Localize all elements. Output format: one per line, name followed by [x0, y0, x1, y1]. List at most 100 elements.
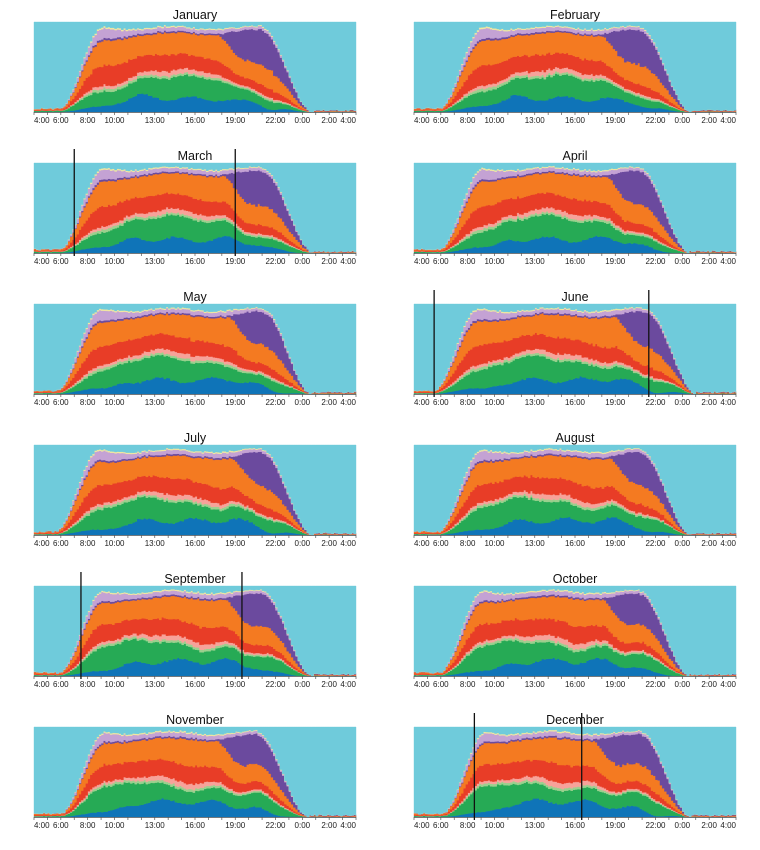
- x-tick-label: 22:00: [645, 539, 666, 548]
- x-tick-label: 2:00: [321, 257, 337, 266]
- cyan-layer: [413, 21, 737, 113]
- cyan-layer: [33, 444, 357, 536]
- x-tick-label: 4:00: [34, 539, 50, 548]
- x-tick-label: 13:00: [525, 398, 546, 407]
- panel-title: October: [552, 572, 598, 586]
- panel-title: August: [555, 431, 595, 445]
- x-tick-label: 13:00: [145, 116, 166, 125]
- x-tick-label: 19:00: [605, 680, 626, 689]
- x-tick-label: 8:00: [460, 257, 476, 266]
- x-tick-label: 10:00: [484, 680, 505, 689]
- x-tick-label: 2:00: [321, 821, 337, 830]
- x-tick-label: 22:00: [265, 398, 286, 407]
- x-tick-label: 0:00: [675, 257, 691, 266]
- x-tick-label: 0:00: [295, 821, 311, 830]
- x-tick-label: 16:00: [185, 116, 206, 125]
- panel-title: June: [561, 290, 589, 304]
- x-tick-label: 4:00: [414, 539, 430, 548]
- month-panel: April 4:00 6:00 8:00 10:00 13:00 16:00 19:00 22:…: [413, 149, 754, 285]
- x-tick-label: 22:00: [265, 680, 286, 689]
- x-tick-label: 6:00: [53, 116, 69, 125]
- x-tick-label: 16:00: [565, 116, 586, 125]
- x-tick-label: 16:00: [185, 821, 206, 830]
- x-tick-label: 6:00: [53, 680, 69, 689]
- x-tick-label: 19:00: [225, 116, 246, 125]
- x-tick-label: 4:00: [414, 257, 430, 266]
- x-tick-label: 8:00: [80, 539, 96, 548]
- x-tick-label: 6:00: [433, 680, 449, 689]
- x-tick-label: 10:00: [104, 821, 125, 830]
- x-tick-label: 2:00: [321, 539, 337, 548]
- x-tick-label: 22:00: [645, 116, 666, 125]
- x-tick-label: 4:00: [34, 257, 50, 266]
- x-tick-label: 6:00: [433, 257, 449, 266]
- panel-title: March: [177, 149, 213, 163]
- x-tick-label: 4:00: [720, 680, 736, 689]
- x-tick-label: 4:00: [340, 398, 356, 407]
- month-panel: August 4:00 6:00 8:00 10:00 13:00 16:00 19:00 22…: [413, 431, 754, 567]
- x-tick-label: 10:00: [104, 680, 125, 689]
- x-tick-label: 4:00: [720, 257, 736, 266]
- x-tick-label: 4:00: [340, 539, 356, 548]
- panel-title: July: [183, 431, 207, 445]
- x-tick-label: 4:00: [414, 680, 430, 689]
- x-tick-label: 0:00: [295, 116, 311, 125]
- panel-title: February: [549, 8, 601, 22]
- x-tick-label: 16:00: [185, 680, 206, 689]
- month-panel: October 4:00 6:00 8:00 10:00 13:00 16:00 19:00 2…: [413, 572, 754, 708]
- cyan-layer: [33, 162, 357, 253]
- panel-title: January: [172, 8, 218, 22]
- x-tick-label: 13:00: [525, 680, 546, 689]
- x-tick-label: 2:00: [321, 680, 337, 689]
- stacked-area-chart: 4:00 6:00 8:00 10:00 13:00 16:00 19:00 22:00 0:0…: [33, 726, 357, 830]
- x-tick-label: 19:00: [225, 821, 246, 830]
- x-tick-label: 10:00: [484, 257, 505, 266]
- x-tick-label: 19:00: [225, 398, 246, 407]
- x-tick-label: 0:00: [675, 116, 691, 125]
- x-tick-label: 0:00: [295, 257, 311, 266]
- x-tick-label: 8:00: [80, 398, 96, 407]
- cyan-layer: [33, 303, 357, 395]
- x-tick-label: 6:00: [433, 821, 449, 830]
- stacked-area-chart: 4:00 6:00 8:00 10:00 13:00 16:00 19:00 22:00 0:0…: [33, 303, 357, 407]
- x-tick-label: 6:00: [53, 539, 69, 548]
- x-tick-label: 13:00: [145, 257, 166, 266]
- x-tick-label: 19:00: [225, 680, 246, 689]
- x-tick-label: 4:00: [34, 680, 50, 689]
- cyan-layer: [33, 726, 357, 818]
- stacked-area-chart: 4:00 6:00 8:00 10:00 13:00 16:00 19:00 22:00 0:0…: [413, 713, 737, 830]
- x-tick-label: 2:00: [701, 821, 717, 830]
- x-tick-label: 0:00: [295, 398, 311, 407]
- stacked-area-chart: 4:00 6:00 8:00 10:00 13:00 16:00 19:00 22:00 0:0…: [33, 149, 357, 266]
- cyan-layer: [413, 303, 737, 395]
- x-tick-label: 4:00: [34, 398, 50, 407]
- x-tick-label: 6:00: [433, 539, 449, 548]
- x-tick-label: 4:00: [720, 821, 736, 830]
- x-tick-label: 2:00: [701, 257, 717, 266]
- x-tick-label: 2:00: [701, 116, 717, 125]
- x-tick-label: 2:00: [321, 398, 337, 407]
- x-tick-label: 16:00: [185, 398, 206, 407]
- x-tick-label: 0:00: [675, 539, 691, 548]
- x-tick-label: 4:00: [414, 398, 430, 407]
- x-tick-label: 0:00: [675, 680, 691, 689]
- stacked-area-chart: 4:00 6:00 8:00 10:00 13:00 16:00 19:00 22:00 0:0…: [413, 444, 737, 548]
- x-tick-label: 4:00: [414, 116, 430, 125]
- x-tick-label: 2:00: [701, 539, 717, 548]
- panel-title: December: [546, 713, 604, 727]
- x-tick-label: 4:00: [720, 116, 736, 125]
- x-tick-label: 16:00: [185, 539, 206, 548]
- month-panel: December 4:00 6:00 8:00 10:00 13:00 16:00 19:00…: [413, 713, 754, 849]
- x-tick-label: 22:00: [645, 257, 666, 266]
- x-tick-label: 0:00: [295, 539, 311, 548]
- x-tick-label: 2:00: [701, 398, 717, 407]
- x-tick-label: 8:00: [460, 398, 476, 407]
- x-tick-label: 8:00: [460, 539, 476, 548]
- x-tick-label: 6:00: [53, 257, 69, 266]
- cyan-layer: [33, 21, 357, 113]
- stacked-area-chart: 4:00 6:00 8:00 10:00 13:00 16:00 19:00 22:00 0:0…: [33, 572, 357, 689]
- x-tick-label: 10:00: [484, 539, 505, 548]
- x-tick-label: 16:00: [565, 398, 586, 407]
- x-tick-label: 10:00: [484, 821, 505, 830]
- x-tick-label: 22:00: [265, 257, 286, 266]
